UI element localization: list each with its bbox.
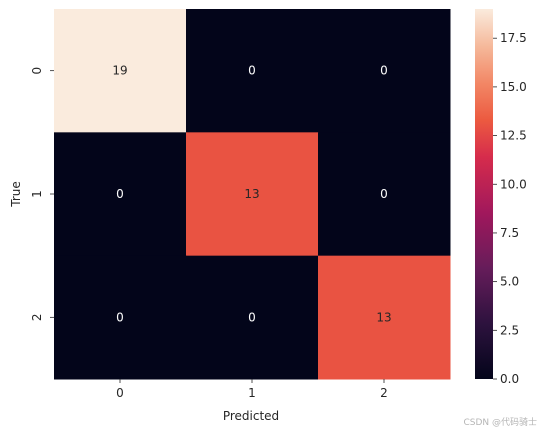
colorbar-tick-label: 2.5 — [500, 323, 519, 337]
colorbar-tick-label: 12.5 — [500, 129, 527, 143]
heatmap-cell — [318, 255, 451, 380]
cell-value-label: 13 — [244, 187, 259, 201]
colorbar-tick-label: 10.0 — [500, 177, 527, 191]
colorbar-ticks: 0.0 2.5 5.0 7.5 10.0 12.5 15.0 17.5 — [493, 31, 527, 386]
heatmap-cell — [54, 9, 187, 133]
colorbar-tick-label: 15.0 — [500, 80, 527, 94]
cell-value-label: 19 — [112, 64, 127, 78]
cell-value-labels: 19 0 0 0 13 0 0 0 13 — [112, 64, 391, 325]
cell-value-label: 0 — [248, 64, 256, 78]
x-axis-ticks: 0 1 2 — [116, 379, 388, 400]
x-axis-label: Predicted — [223, 409, 279, 423]
heatmap-cell — [186, 9, 319, 133]
cell-value-label: 0 — [380, 187, 388, 201]
cell-value-label: 0 — [116, 187, 124, 201]
y-axis-ticks: 0 1 2 — [30, 67, 54, 321]
heatmap-cells — [54, 9, 451, 380]
colorbar-tick-label: 0.0 — [500, 372, 519, 386]
watermark: CSDN @代码骑士 — [463, 418, 537, 428]
cell-value-label: 13 — [376, 310, 391, 324]
x-tick-label: 0 — [116, 386, 124, 400]
heatmap-cell — [54, 132, 187, 257]
cell-value-label: 0 — [116, 310, 124, 324]
y-axis-label: True — [9, 181, 23, 208]
x-tick-label: 2 — [380, 386, 388, 400]
cell-value-label: 0 — [248, 310, 256, 324]
y-tick-label: 2 — [30, 314, 44, 322]
colorbar-tick-label: 17.5 — [500, 31, 527, 45]
y-tick-label: 1 — [30, 190, 44, 198]
heatmap-cell — [186, 132, 319, 257]
heatmap-cell — [186, 255, 319, 380]
heatmap-cell — [318, 132, 451, 257]
colorbar — [475, 9, 493, 379]
colorbar-tick-label: 7.5 — [500, 226, 519, 240]
heatmap-cell — [54, 255, 187, 380]
cell-value-label: 0 — [380, 64, 388, 78]
x-tick-label: 1 — [248, 386, 256, 400]
y-tick-label: 0 — [30, 67, 44, 75]
heatmap-cell — [318, 9, 451, 133]
colorbar-tick-label: 5.0 — [500, 275, 519, 289]
